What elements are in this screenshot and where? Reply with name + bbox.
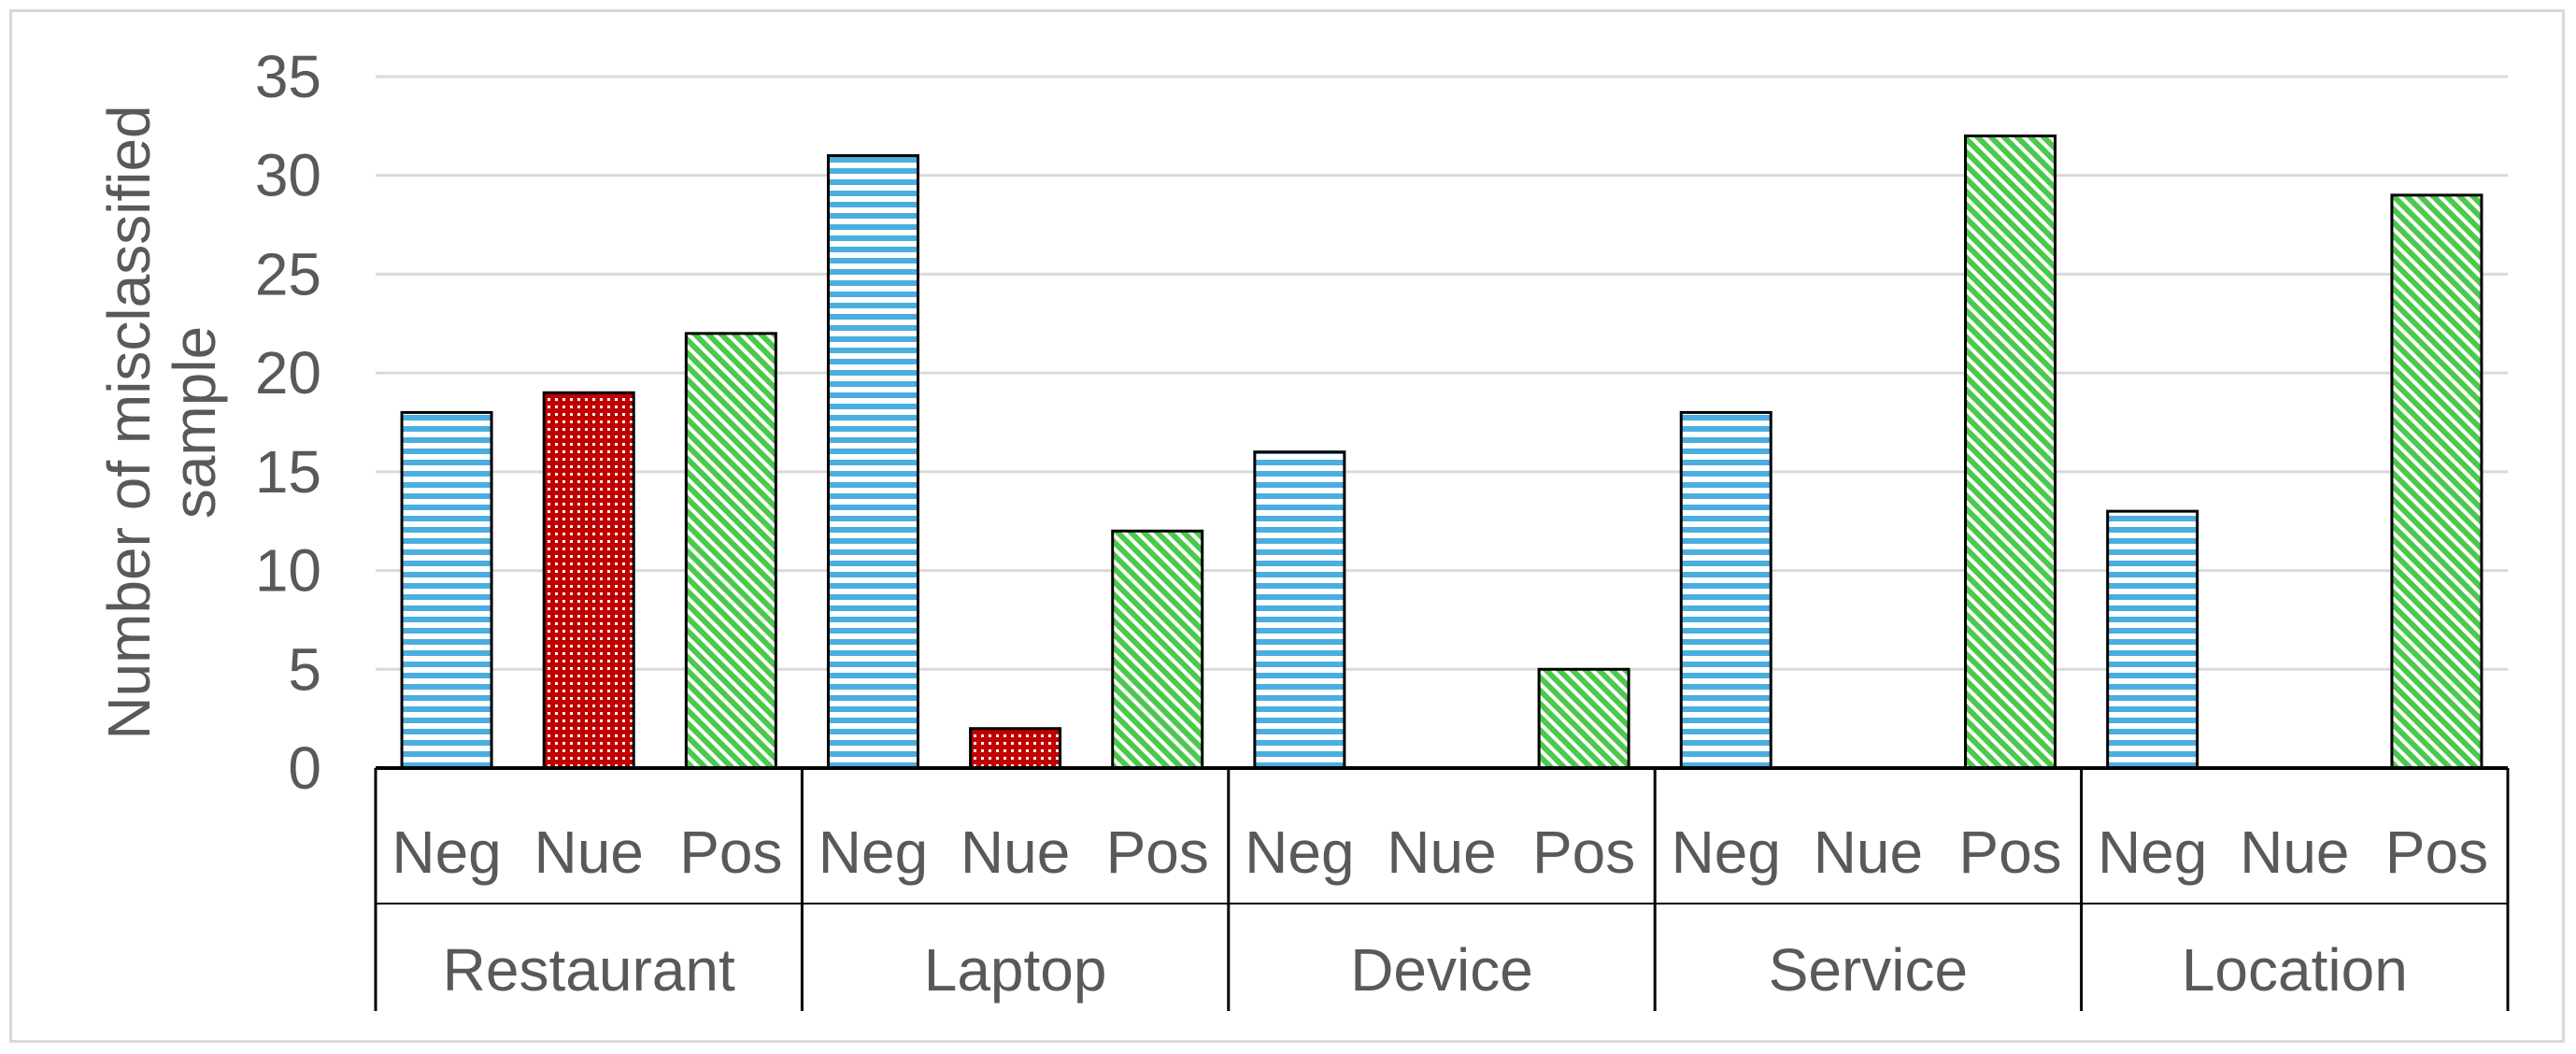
- bar-pos-location: [2390, 193, 2483, 770]
- y-axis-ticks: 0 5 10 15 20 25 30 35: [255, 43, 321, 802]
- x-sub-label: Pos: [679, 819, 782, 886]
- y-axis-title: Number of misclassifiedsample: [95, 105, 228, 739]
- bar-pos-device: [1537, 667, 1630, 770]
- y-tick-label: 10: [255, 537, 321, 605]
- x-sub-label: Pos: [1958, 819, 2061, 886]
- x-sub-label: Nue: [2240, 819, 2349, 886]
- x-sub-label: Neg: [1245, 819, 1354, 886]
- y-tick-label: 0: [288, 734, 321, 802]
- bar-nue-laptop: [969, 727, 1062, 770]
- x-sub-label: Nue: [961, 819, 1070, 886]
- x-axis: [374, 766, 2510, 1011]
- x-sub-label: Nue: [534, 819, 643, 886]
- y-axis-title-line: sample: [161, 326, 228, 519]
- y-tick-label: 35: [255, 43, 321, 110]
- bar-neg-restaurant: [400, 410, 493, 770]
- bars: [400, 134, 2483, 770]
- x-group-label: Laptop: [924, 936, 1107, 1004]
- x-sub-label: Neg: [1672, 819, 1781, 886]
- x-group-label: Location: [2182, 936, 2408, 1004]
- y-tick-label: 5: [288, 635, 321, 703]
- bar-neg-device: [1253, 450, 1346, 770]
- y-tick-label: 15: [255, 438, 321, 506]
- bar-neg-service: [1679, 410, 1772, 770]
- bar-pos-laptop: [1111, 529, 1204, 770]
- x-sub-label: Pos: [1106, 819, 1209, 886]
- y-tick-label: 30: [255, 142, 321, 209]
- x-group-label: Service: [1769, 936, 1968, 1004]
- y-axis-label: Number of misclassifiedsample: [95, 105, 228, 739]
- y-tick-label: 25: [255, 240, 321, 307]
- bar-neg-location: [2106, 509, 2199, 770]
- x-sub-label: Neg: [391, 819, 501, 886]
- bar-nue-restaurant: [542, 391, 635, 770]
- x-axis-labels: Neg Nue Pos Restaurant Neg Nue Pos Laptop Neg Nue…: [391, 819, 2488, 1004]
- y-axis-title-line: Number of misclassified: [95, 105, 163, 739]
- x-group-label: Restaurant: [443, 936, 735, 1004]
- x-sub-label: Pos: [2385, 819, 2488, 886]
- bar-neg-laptop: [826, 154, 919, 770]
- y-tick-label: 20: [255, 339, 321, 406]
- x-sub-label: Pos: [1532, 819, 1635, 886]
- x-sub-label: Nue: [1387, 819, 1496, 886]
- x-sub-label: Nue: [1814, 819, 1923, 886]
- bar-pos-service: [1964, 134, 2057, 770]
- x-sub-label: Neg: [818, 819, 928, 886]
- x-sub-label: Neg: [2098, 819, 2207, 886]
- bar-pos-restaurant: [684, 332, 777, 770]
- x-group-label: Device: [1350, 936, 1533, 1004]
